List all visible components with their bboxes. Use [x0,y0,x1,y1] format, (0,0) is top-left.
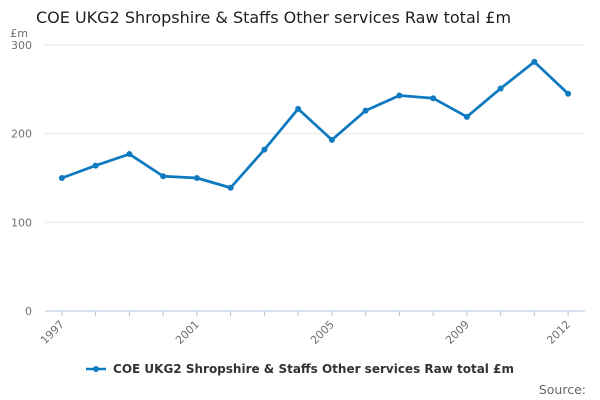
chart-title: COE UKG2 Shropshire & Staffs Other servi… [36,8,512,27]
data-point-marker [58,175,65,181]
data-point-marker [328,136,335,143]
data-point-marker [227,184,234,191]
data-point-marker [92,162,99,169]
y-axis-tick-label: 200 [11,128,32,141]
data-point-marker [531,58,538,65]
x-axis-tick-label: 1997 [38,318,67,347]
data-point-marker [261,146,268,153]
y-axis-tick-label: 0 [25,305,32,318]
data-point-marker [396,92,403,99]
x-axis-tick-label: 2009 [443,318,472,347]
x-axis-tick-label: 2005 [308,318,337,347]
data-point-marker [295,105,302,112]
data-point-marker [463,113,470,120]
data-point-marker [430,95,437,102]
data-point-marker [160,173,167,180]
data-point-marker [362,107,369,114]
y-axis-tick-label: 300 [11,39,32,52]
legend-line-marker-icon [86,366,107,372]
y-axis-tick-label: 100 [11,216,32,229]
data-point-marker [193,175,200,181]
source-label: Source: [538,382,586,397]
x-axis-tick-label: 2001 [173,318,202,347]
line-chart-plot-area: 0 100 200 300 1997 2001 2005 2009 2012 [11,39,585,347]
data-point-marker [126,151,133,158]
legend-series-label: COE UKG2 Shropshire & Staffs Other servi… [113,362,514,376]
data-line [60,60,570,190]
legend: COE UKG2 Shropshire & Staffs Other servi… [0,362,600,376]
data-point-marker [497,85,504,92]
y-axis-unit-label: £m [10,27,28,40]
data-point-marker [565,90,572,97]
x-axis-tick-label: 2012 [544,318,573,347]
